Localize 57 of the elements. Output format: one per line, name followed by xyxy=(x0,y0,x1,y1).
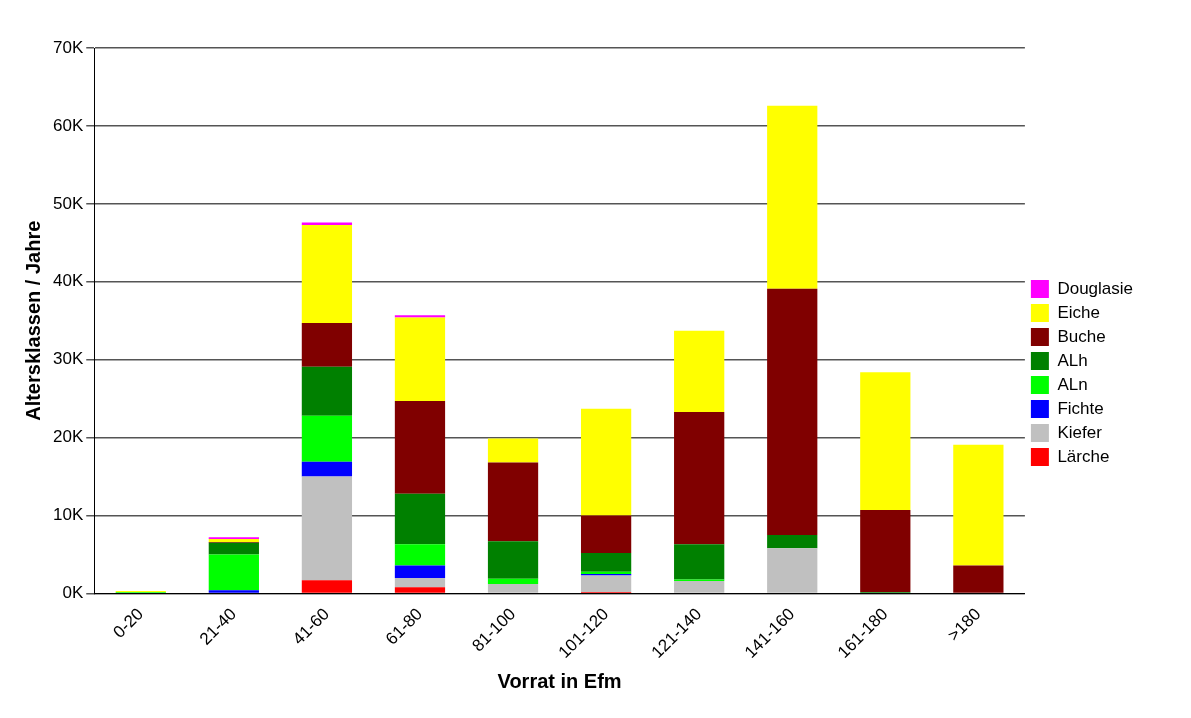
bar xyxy=(487,541,539,579)
bar xyxy=(301,224,353,324)
y-tick-label: 20K xyxy=(53,427,84,447)
legend-label: Eiche xyxy=(1057,302,1100,322)
y-tick-label: 60K xyxy=(53,115,84,135)
y-tick-label: 50K xyxy=(53,193,84,213)
bar xyxy=(208,554,259,591)
bar xyxy=(860,510,911,592)
bar xyxy=(767,548,818,593)
x-axis-title: Vorrat in Efm xyxy=(497,669,622,692)
bar xyxy=(674,411,725,545)
bar xyxy=(860,372,911,511)
bar xyxy=(580,408,632,516)
bar xyxy=(301,580,353,593)
legend-label: Buche xyxy=(1057,326,1106,346)
y-tick-label: 10K xyxy=(53,505,84,525)
legend-label: ALn xyxy=(1057,374,1088,394)
bar xyxy=(394,493,446,545)
legend-label: Lärche xyxy=(1057,446,1110,466)
bar xyxy=(394,565,446,578)
bar xyxy=(208,538,259,543)
bar xyxy=(674,580,725,593)
bar xyxy=(301,366,353,416)
bar xyxy=(767,288,818,536)
bar xyxy=(208,542,259,555)
bar xyxy=(394,577,446,588)
y-tick-label: 40K xyxy=(53,271,84,291)
bar xyxy=(767,105,818,289)
legend-label: Fichte xyxy=(1057,398,1104,418)
bar xyxy=(301,476,353,581)
bar xyxy=(580,575,632,592)
bar xyxy=(487,438,539,463)
y-axis-title: Altersklassen / Jahre xyxy=(21,220,44,421)
y-tick-label: 70K xyxy=(53,37,84,57)
bar xyxy=(953,565,1004,593)
bar xyxy=(674,330,725,412)
legend-label: Kiefer xyxy=(1057,422,1103,442)
bar xyxy=(580,515,632,553)
bar xyxy=(580,552,632,572)
bar xyxy=(487,584,539,593)
bar xyxy=(394,315,446,318)
bar xyxy=(487,578,539,585)
legend-label: ALh xyxy=(1057,350,1088,370)
bar xyxy=(394,317,446,401)
bar xyxy=(301,323,353,367)
bar xyxy=(487,462,539,542)
bar xyxy=(394,587,446,593)
bar xyxy=(674,544,725,580)
bar xyxy=(301,415,353,462)
legend-label: Douglasie xyxy=(1057,278,1134,298)
bar xyxy=(394,544,446,566)
bar xyxy=(301,461,353,477)
y-tick-label: 30K xyxy=(53,349,84,369)
bar xyxy=(767,535,818,549)
bar xyxy=(953,444,1004,566)
y-tick-label: 0K xyxy=(62,583,84,603)
bar xyxy=(394,400,446,494)
